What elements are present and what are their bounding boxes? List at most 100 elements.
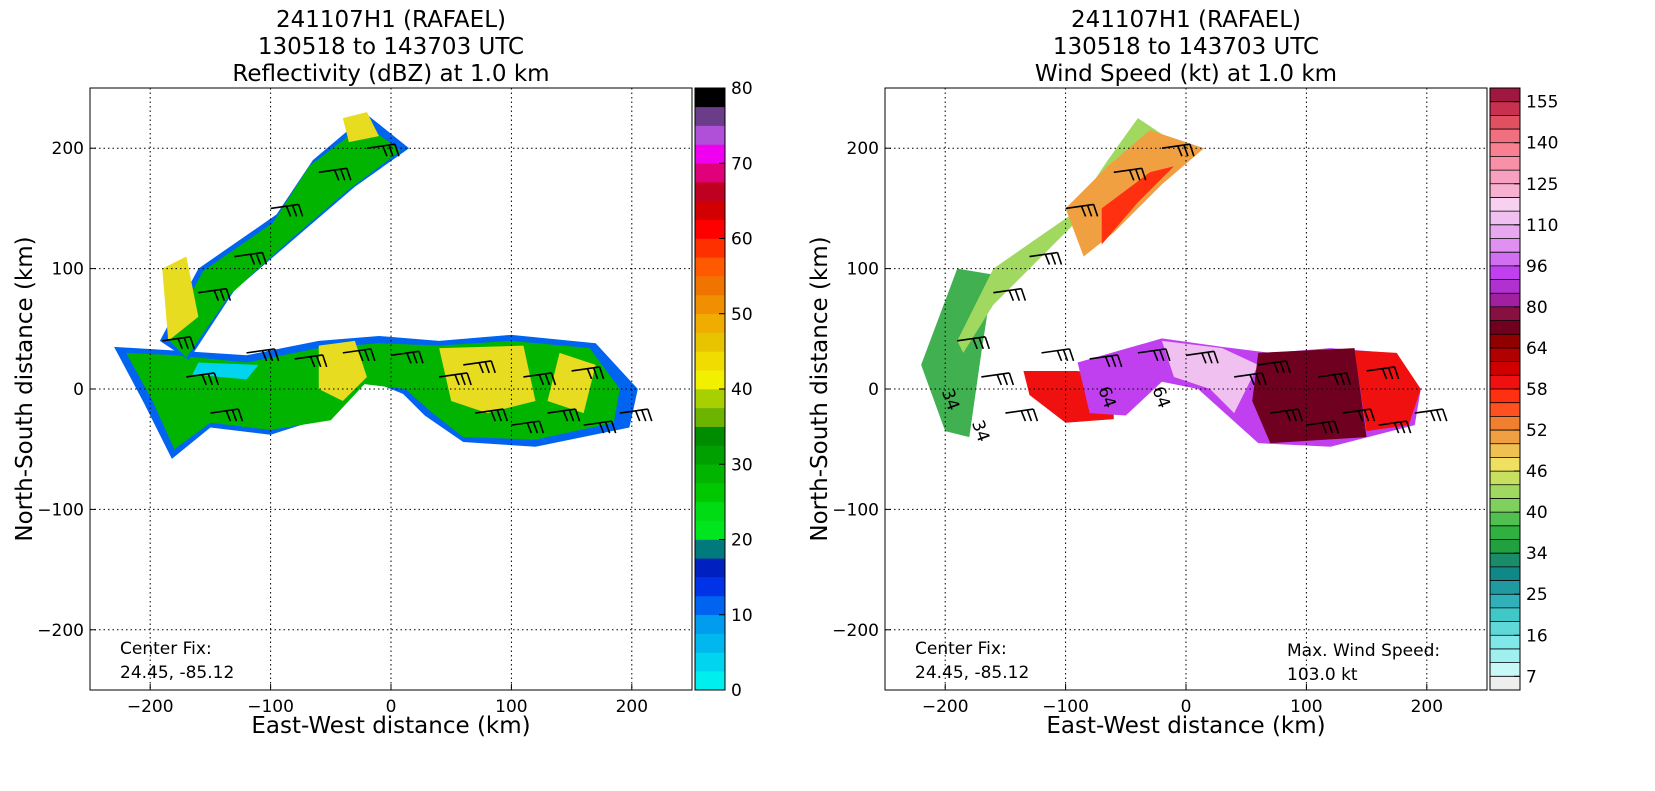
- annotation: 24.45, -85.12: [915, 663, 1029, 683]
- wind-barb: [210, 408, 244, 422]
- wind-barb: [294, 354, 328, 368]
- colorbar-segment: [695, 294, 725, 315]
- colorbar-segment: [695, 595, 725, 616]
- colorbar-segment: [695, 577, 725, 597]
- colorbar-segment: [1490, 252, 1520, 267]
- colorbar-segment: [695, 370, 725, 390]
- colorbar-segment: [695, 501, 725, 521]
- colorbar-segment: [695, 125, 725, 145]
- wind-barb: [342, 348, 376, 362]
- wind-barb: [1414, 408, 1448, 422]
- colorbar-segment: [1490, 211, 1520, 226]
- y-tick-label: 200: [847, 139, 879, 159]
- colorbar-segment: [1490, 361, 1520, 376]
- reflectivity-field: [114, 112, 638, 459]
- colorbar-tick-label: 125: [1526, 175, 1558, 195]
- x-tick-label: 100: [495, 697, 527, 717]
- colorbar-segment: [1490, 648, 1520, 663]
- wind-barb: [1258, 360, 1291, 374]
- wind-barb: [571, 366, 605, 380]
- wind-barb: [511, 420, 545, 434]
- wind-barb: [270, 203, 304, 217]
- colorbar-segment: [695, 558, 725, 578]
- colorbar-segment: [1490, 101, 1520, 116]
- colorbar-segment: [1490, 566, 1520, 581]
- chart-title: 241107H1 (RAFAEL): [276, 7, 506, 33]
- colorbar-segment: [1490, 156, 1520, 171]
- wind-barb: [1270, 408, 1304, 422]
- colorbar-tick-label: 50: [731, 305, 753, 325]
- colorbar-segment: [1490, 662, 1520, 677]
- colorbar-segment: [695, 182, 725, 202]
- x-axis-label: East-West distance (km): [251, 713, 530, 739]
- colorbar-segment: [695, 163, 725, 183]
- x-tick-label: 200: [1411, 697, 1443, 717]
- annotation: Center Fix:: [120, 639, 212, 659]
- colorbar-segment: [1490, 279, 1520, 294]
- colorbar-segment: [695, 144, 725, 164]
- colorbar-tick-label: 10: [731, 606, 753, 626]
- colorbar-segment: [695, 671, 725, 691]
- colorbar-tick-label: 25: [1526, 585, 1548, 605]
- annotation: 24.45, -85.12: [120, 663, 234, 683]
- colorbar-segment: [1490, 635, 1520, 650]
- colorbar-segment: [1490, 498, 1520, 513]
- colorbar-segment: [1490, 197, 1520, 212]
- colorbar-segment: [1490, 238, 1520, 253]
- colorbar-tick-label: 40: [1526, 503, 1548, 523]
- colorbar-tick-label: 0: [731, 681, 742, 701]
- y-tick-label: 100: [847, 260, 879, 280]
- colorbar-tick-label: 140: [1526, 134, 1558, 154]
- colorbar-segment: [1490, 512, 1520, 527]
- colorbar-segment: [1490, 402, 1520, 417]
- colorbar-segment: [1490, 416, 1520, 431]
- colorbar-segment: [695, 389, 725, 409]
- chart-title: Wind Speed (kt) at 1.0 km: [1035, 61, 1337, 87]
- wind-barb: [1065, 203, 1099, 217]
- colorbar-segment: [1490, 484, 1520, 499]
- colorbar-segment: [695, 445, 725, 465]
- wind-barb: [246, 348, 280, 362]
- wind-barb: [1041, 348, 1075, 362]
- colorbar-segment: [1490, 265, 1520, 280]
- colorbar-segment: [695, 520, 725, 540]
- colorbar-tick-label: 40: [731, 380, 753, 400]
- colorbar-segment: [1490, 676, 1520, 691]
- annotation: 103.0 kt: [1287, 665, 1358, 685]
- wind-barb: [475, 408, 509, 422]
- colorbar-segment: [1490, 375, 1520, 390]
- x-tick-label: 100: [1290, 697, 1322, 717]
- wind-barb: [234, 251, 268, 265]
- colorbar-segment: [1490, 443, 1520, 458]
- plot-frame: [89, 87, 693, 691]
- y-tick-label: 0: [73, 380, 84, 400]
- colorbar-segment: [1490, 389, 1520, 403]
- colorbar-tick-label: 70: [731, 154, 753, 174]
- colorbar-tick-label: 7: [1526, 667, 1537, 687]
- wind-barb: [1089, 354, 1123, 368]
- colorbar-segment: [1490, 224, 1520, 239]
- wind-barb: [463, 360, 496, 374]
- wind-barb: [523, 372, 557, 386]
- y-tick-label: −100: [832, 500, 879, 520]
- colorbar-tick-label: 52: [1526, 421, 1548, 441]
- colorbar-segment: [1490, 88, 1520, 102]
- wind-barb: [439, 372, 472, 386]
- wind-barb: [1306, 420, 1340, 434]
- wind-barb: [162, 336, 195, 350]
- colorbar-segment: [695, 351, 725, 371]
- wind-barb: [1366, 366, 1400, 380]
- wind-barb: [1185, 350, 1219, 364]
- colorbar-segment: [695, 219, 725, 239]
- colorbar-segment: [1490, 334, 1520, 349]
- colorbar-segment: [695, 426, 725, 446]
- y-tick-label: 0: [868, 380, 879, 400]
- colorbar-segment: [695, 106, 725, 126]
- wind-barb: [318, 167, 352, 181]
- colorbar-segment: [695, 614, 725, 634]
- x-axis-label: East-West distance (km): [1046, 713, 1325, 739]
- colorbar-segment: [695, 200, 725, 220]
- colorbar-segment: [1490, 539, 1520, 554]
- colorbar-segment: [1490, 553, 1520, 568]
